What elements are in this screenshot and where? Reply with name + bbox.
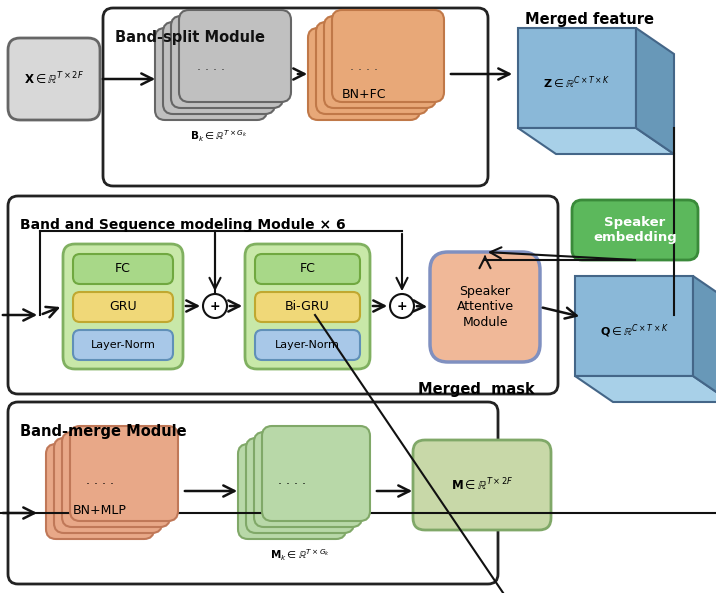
Polygon shape bbox=[636, 28, 674, 154]
Text: $\mathbf{M}\in\mathbb{R}^{T\times 2F}$: $\mathbf{M}\in\mathbb{R}^{T\times 2F}$ bbox=[451, 477, 513, 493]
Text: . . . .: . . . . bbox=[197, 60, 225, 73]
Text: $\mathbf{X}\in\mathbb{R}^{T\times 2F}$: $\mathbf{X}\in\mathbb{R}^{T\times 2F}$ bbox=[24, 71, 84, 87]
FancyBboxPatch shape bbox=[171, 16, 283, 108]
Text: $\mathbf{M}_k\in\mathbb{R}^{T\times G_k}$: $\mathbf{M}_k\in\mathbb{R}^{T\times G_k}… bbox=[270, 547, 330, 563]
Text: . . . .: . . . . bbox=[350, 60, 378, 73]
FancyBboxPatch shape bbox=[70, 426, 178, 521]
FancyBboxPatch shape bbox=[8, 38, 100, 120]
FancyBboxPatch shape bbox=[332, 10, 444, 102]
FancyBboxPatch shape bbox=[255, 254, 360, 284]
FancyBboxPatch shape bbox=[8, 196, 558, 394]
FancyBboxPatch shape bbox=[163, 22, 275, 114]
FancyBboxPatch shape bbox=[308, 28, 420, 120]
FancyBboxPatch shape bbox=[63, 244, 183, 369]
Text: Layer-Norm: Layer-Norm bbox=[90, 340, 155, 350]
FancyBboxPatch shape bbox=[54, 438, 162, 533]
Text: +: + bbox=[210, 299, 221, 313]
Polygon shape bbox=[518, 128, 674, 154]
FancyBboxPatch shape bbox=[103, 8, 488, 186]
Text: Band and Sequence modeling Module × 6: Band and Sequence modeling Module × 6 bbox=[20, 218, 346, 232]
Text: BN+MLP: BN+MLP bbox=[73, 504, 127, 517]
FancyBboxPatch shape bbox=[430, 252, 540, 362]
Text: Layer-Norm: Layer-Norm bbox=[275, 340, 340, 350]
FancyBboxPatch shape bbox=[572, 200, 698, 260]
Text: $\mathbf{Q}\in\mathbb{R}^{C\times T\times K}$: $\mathbf{Q}\in\mathbb{R}^{C\times T\time… bbox=[600, 322, 668, 340]
Text: Merged  mask: Merged mask bbox=[418, 382, 535, 397]
FancyBboxPatch shape bbox=[255, 292, 360, 322]
FancyBboxPatch shape bbox=[73, 330, 173, 360]
FancyBboxPatch shape bbox=[8, 402, 498, 584]
FancyBboxPatch shape bbox=[179, 10, 291, 102]
Text: Band-split Module: Band-split Module bbox=[115, 30, 265, 45]
Circle shape bbox=[390, 294, 414, 318]
Text: Bi-GRU: Bi-GRU bbox=[285, 301, 330, 314]
Polygon shape bbox=[693, 276, 716, 402]
FancyBboxPatch shape bbox=[155, 28, 267, 120]
Text: Speaker
Attentive
Module: Speaker Attentive Module bbox=[456, 285, 513, 329]
FancyBboxPatch shape bbox=[238, 444, 346, 539]
FancyBboxPatch shape bbox=[246, 438, 354, 533]
Circle shape bbox=[203, 294, 227, 318]
Text: +: + bbox=[397, 299, 407, 313]
FancyBboxPatch shape bbox=[73, 254, 173, 284]
FancyBboxPatch shape bbox=[62, 432, 170, 527]
Text: Band-merge Module: Band-merge Module bbox=[20, 424, 187, 439]
Text: . . . .: . . . . bbox=[86, 474, 114, 487]
Polygon shape bbox=[518, 28, 636, 128]
Text: . . . .: . . . . bbox=[278, 474, 306, 487]
Text: $\mathbf{B}_k\in\mathbb{R}^{T\times G_k}$: $\mathbf{B}_k\in\mathbb{R}^{T\times G_k}… bbox=[190, 128, 248, 144]
FancyBboxPatch shape bbox=[255, 330, 360, 360]
FancyBboxPatch shape bbox=[262, 426, 370, 521]
FancyBboxPatch shape bbox=[324, 16, 436, 108]
Polygon shape bbox=[575, 276, 693, 376]
Text: FC: FC bbox=[299, 263, 316, 276]
Text: GRU: GRU bbox=[109, 301, 137, 314]
FancyBboxPatch shape bbox=[316, 22, 428, 114]
FancyBboxPatch shape bbox=[413, 440, 551, 530]
FancyBboxPatch shape bbox=[73, 292, 173, 322]
Text: Merged feature: Merged feature bbox=[525, 12, 654, 27]
FancyBboxPatch shape bbox=[254, 432, 362, 527]
Polygon shape bbox=[575, 376, 716, 402]
FancyBboxPatch shape bbox=[245, 244, 370, 369]
Text: BN+FC: BN+FC bbox=[342, 88, 386, 101]
FancyBboxPatch shape bbox=[46, 444, 154, 539]
Text: $\mathbf{Z}\in\mathbb{R}^{C\times T\times K}$: $\mathbf{Z}\in\mathbb{R}^{C\times T\time… bbox=[543, 75, 611, 91]
Text: FC: FC bbox=[115, 263, 131, 276]
Text: Speaker
embedding: Speaker embedding bbox=[593, 216, 677, 244]
